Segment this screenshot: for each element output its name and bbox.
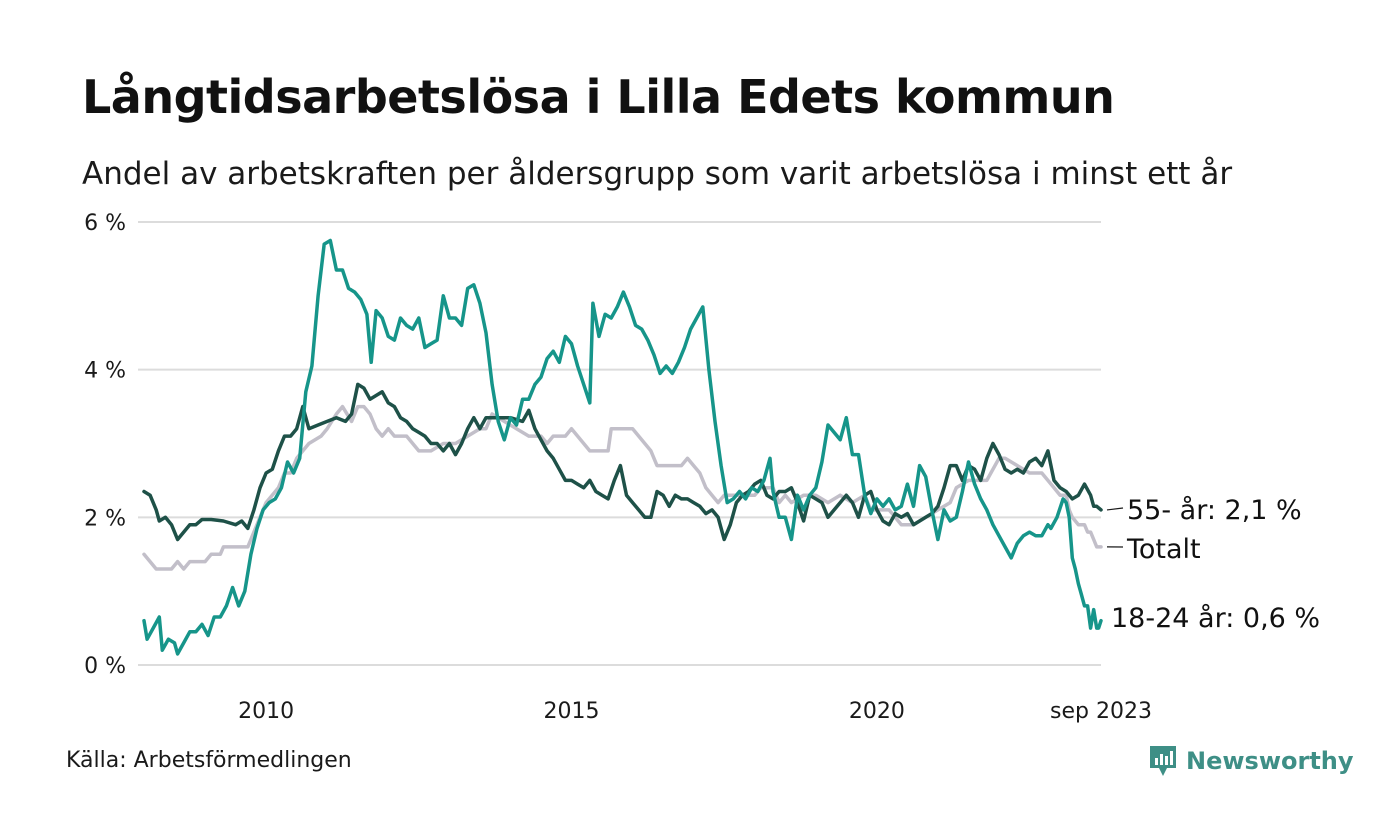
- y-tick-label: 4 %: [84, 359, 126, 384]
- series-line-2: [142, 238, 1103, 656]
- end-label-leader: [1106, 507, 1124, 511]
- y-tick-label: 2 %: [84, 506, 126, 531]
- brand-name: Newsworthy: [1186, 747, 1354, 775]
- x-tick-label: 2015: [544, 699, 600, 724]
- y-tick-label: 0 %: [84, 654, 126, 679]
- x-tick-label: 2020: [849, 699, 905, 724]
- x-tick-label: 2010: [238, 699, 294, 724]
- series-end-label: Totalt: [1126, 534, 1201, 565]
- newsworthy-brand[interactable]: Newsworthy: [1148, 744, 1354, 778]
- y-tick-label: 6 %: [84, 211, 126, 236]
- newsworthy-logo-icon: [1150, 746, 1176, 776]
- chart-subtitle: Andel av arbetskraften per åldersgrupp s…: [82, 156, 1233, 192]
- series-end-label: 18-24 år: 0,6 %: [1111, 603, 1320, 634]
- series-line-0: [142, 404, 1103, 571]
- chart-title: Långtidsarbetslösa i Lilla Edets kommun: [82, 70, 1115, 124]
- series-line-1: [142, 382, 1103, 542]
- source-note: Källa: Arbetsförmedlingen: [66, 748, 352, 773]
- x-tick-label: sep 2023: [1050, 699, 1152, 724]
- series-end-label: 55- år: 2,1 %: [1127, 495, 1302, 526]
